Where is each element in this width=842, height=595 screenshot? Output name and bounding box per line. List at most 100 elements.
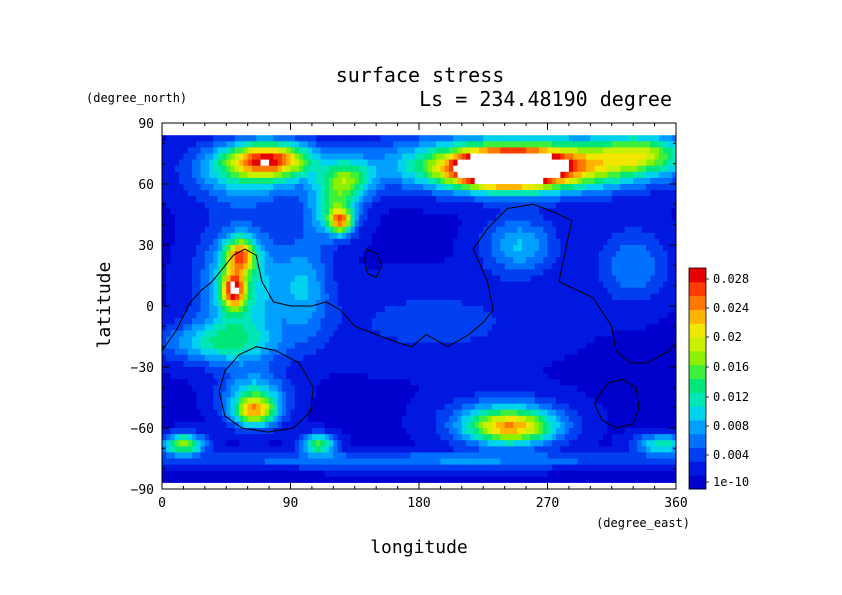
heat-cell: [234, 306, 240, 313]
heat-cell: [504, 299, 510, 307]
heat-cell: [363, 312, 369, 319]
heat-cell: [264, 232, 270, 240]
heat-cell: [513, 190, 519, 197]
heat-cell: [311, 306, 317, 313]
heat-cell: [303, 123, 309, 130]
heat-cell: [162, 476, 167, 484]
heat-cell: [436, 123, 442, 130]
heat-cell: [230, 470, 236, 478]
heat-cell: [350, 470, 356, 478]
heat-cell: [457, 373, 463, 380]
heat-cell: [183, 464, 189, 472]
heat-cell: [393, 238, 399, 246]
heat-cell: [436, 214, 442, 222]
heat-cell: [170, 293, 176, 301]
heat-cell: [500, 428, 506, 435]
heat-cell: [393, 287, 399, 295]
heat-cell: [406, 159, 412, 167]
heat-cell: [209, 354, 214, 362]
heat-cell: [281, 330, 287, 338]
heat-cell: [440, 251, 446, 258]
heat-cell: [461, 391, 467, 399]
heat-cell: [209, 391, 214, 399]
heat-cell: [179, 177, 185, 185]
heat-cell: [517, 171, 523, 179]
heat-cell: [307, 409, 313, 417]
heat-cell: [341, 251, 347, 258]
heat-cell: [243, 257, 249, 264]
heat-cell: [496, 147, 501, 155]
heat-cell: [320, 470, 326, 478]
heat-cell: [346, 354, 352, 362]
heat-cell: [427, 421, 433, 429]
heat-cell: [346, 330, 352, 338]
heat-cell: [234, 196, 240, 203]
heat-cell: [350, 318, 356, 325]
heat-cell: [281, 324, 287, 331]
heat-cell: [191, 324, 197, 331]
heat-cell: [350, 226, 356, 234]
heat-cell: [213, 318, 219, 325]
heat-cell: [427, 379, 433, 386]
heat-cell: [470, 220, 476, 228]
heat-cell: [269, 440, 274, 447]
heat-cell: [461, 299, 467, 307]
heat-cell: [273, 470, 279, 478]
heat-cell: [453, 275, 459, 283]
heat-cell: [256, 190, 262, 197]
heat-cell: [299, 147, 304, 155]
heat-cell: [329, 324, 334, 331]
heat-cell: [277, 360, 283, 368]
heat-cell: [166, 251, 172, 258]
heat-cell: [350, 336, 356, 344]
heat-cell: [179, 184, 185, 191]
heat-cell: [191, 129, 197, 136]
heat-cell: [196, 336, 202, 344]
heat-cell: [273, 421, 279, 429]
heat-cell: [333, 403, 339, 411]
heat-cell: [294, 184, 300, 191]
heat-cell: [384, 129, 390, 136]
heat-cell: [281, 251, 287, 258]
heat-cell: [183, 123, 189, 130]
heat-cell: [393, 159, 399, 167]
heat-cell: [474, 159, 480, 167]
heat-cell: [517, 129, 523, 136]
heat-cell: [491, 428, 497, 435]
heat-cell: [346, 324, 352, 331]
heat-cell: [341, 159, 347, 167]
heat-cell: [243, 306, 249, 313]
heat-cell: [299, 415, 304, 423]
heat-cell: [487, 226, 493, 234]
heat-cell: [410, 208, 416, 216]
heat-cell: [260, 135, 266, 142]
heat-cell: [221, 281, 227, 289]
heat-cell: [239, 421, 244, 429]
heat-cell: [303, 129, 309, 136]
heat-cell: [281, 159, 287, 167]
heat-cell: [367, 171, 373, 179]
heat-cell: [303, 226, 309, 234]
heat-cell: [299, 293, 304, 301]
heat-cell: [423, 226, 429, 234]
heat-cell: [346, 275, 352, 283]
heat-cell: [260, 312, 266, 319]
heat-cell: [496, 446, 501, 453]
heat-cell: [264, 129, 270, 136]
heat-cell: [264, 348, 270, 356]
heat-cell: [410, 190, 416, 197]
heat-cell: [204, 482, 210, 489]
heat-cell: [187, 360, 193, 368]
heat-cell: [209, 379, 214, 386]
heat-cell: [251, 324, 257, 331]
heat-cell: [200, 360, 206, 368]
heat-cell: [513, 348, 519, 356]
heat-cell: [209, 415, 214, 423]
heat-cell: [423, 373, 429, 380]
heat-cell: [367, 306, 373, 313]
heat-cell: [170, 184, 176, 191]
heat-cell: [303, 330, 309, 338]
heat-cell: [376, 360, 382, 368]
heat-cell: [187, 348, 193, 356]
heat-cell: [363, 275, 369, 283]
